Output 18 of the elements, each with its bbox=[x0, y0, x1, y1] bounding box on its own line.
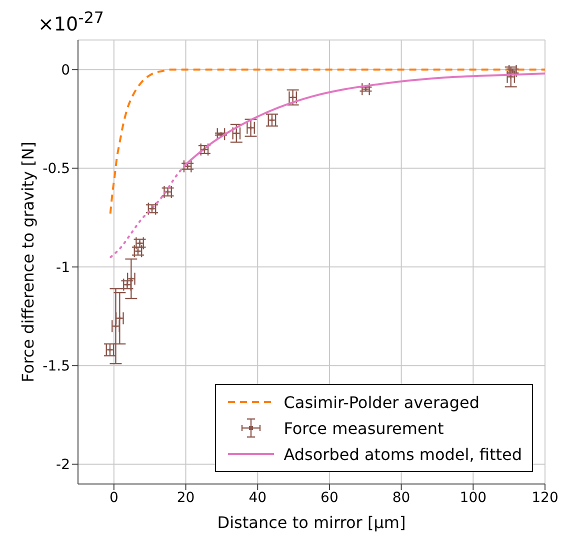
text: ×10$^{-27}$ bbox=[38, 8, 104, 36]
x-tick-label: 20 bbox=[176, 490, 195, 506]
y-tick-label: -0.5 bbox=[42, 161, 70, 178]
legend-label: Adsorbed atoms model, fitted bbox=[284, 444, 522, 464]
y-tick-label: -1.5 bbox=[42, 358, 70, 375]
y-tick-label: -2 bbox=[56, 457, 70, 474]
x-tick-label: 0 bbox=[109, 490, 118, 506]
x-tick-label: 120 bbox=[532, 490, 558, 506]
y-tick-label: 0 bbox=[61, 62, 70, 79]
x-tick-label: 80 bbox=[392, 490, 410, 506]
x-tick-label: 100 bbox=[460, 490, 487, 506]
x-axis-title: Distance to mirror [µm] bbox=[217, 513, 406, 532]
legend-label: Force measurement bbox=[284, 418, 444, 438]
y-axis-title: Force difference to gravity [N] bbox=[18, 142, 38, 382]
y-tick-label: -1 bbox=[56, 260, 70, 276]
legend-label: Casimir-Polder averaged bbox=[284, 392, 480, 412]
x-tick-label: 60 bbox=[320, 490, 338, 506]
x-tick-label: 40 bbox=[248, 490, 267, 506]
